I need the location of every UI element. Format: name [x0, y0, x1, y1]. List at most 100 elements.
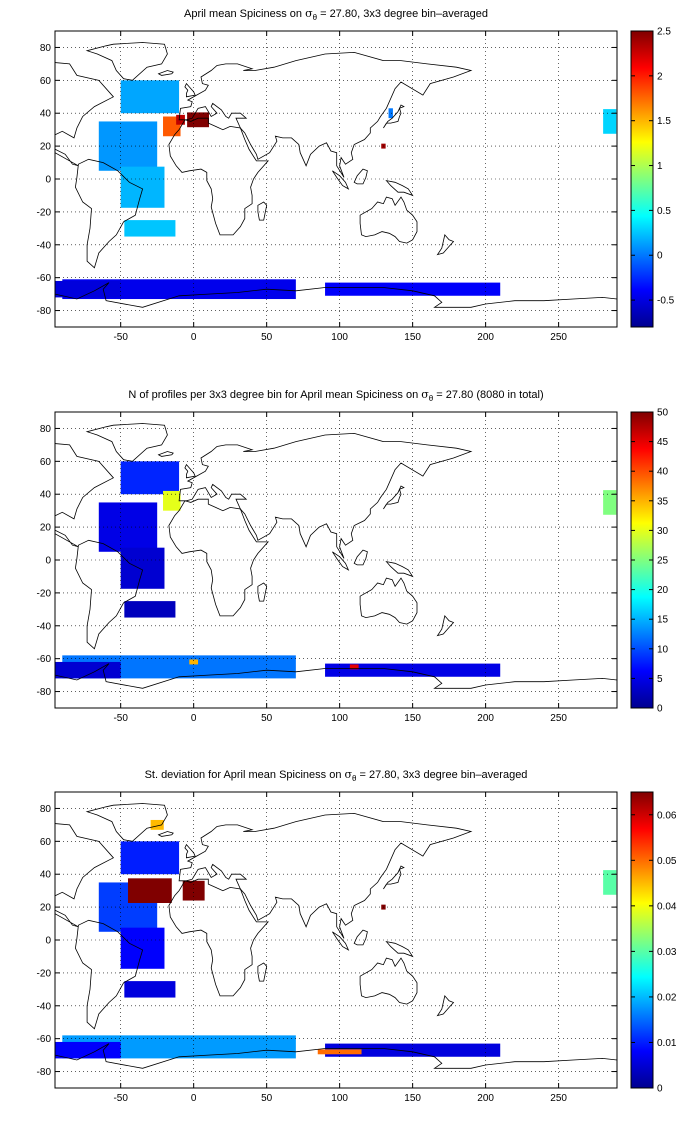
coastline [385, 179, 414, 197]
x-tick-label: 0 [191, 713, 197, 724]
y-tick-label: -40 [37, 240, 52, 251]
x-tick-label: 250 [550, 713, 567, 724]
coastline [257, 201, 268, 221]
coastline [74, 539, 144, 650]
coastline [184, 463, 196, 479]
colorbar-tick-label: 50 [657, 408, 669, 419]
y-tick-label: 80 [40, 804, 52, 815]
chart-title: N of profiles per 3x3 degree bin for Apr… [128, 388, 543, 403]
data-cell [325, 282, 501, 296]
x-tick-label: 200 [477, 713, 494, 724]
y-tick-label: 80 [40, 43, 52, 54]
colorbar [630, 791, 654, 1089]
chart-title: April mean Spiciness on σθ = 27.80, 3x3 … [184, 7, 488, 22]
data-cell [120, 841, 180, 875]
data-cell [603, 870, 617, 895]
x-tick-label: 100 [331, 713, 348, 724]
colorbar-tick-label: 35 [657, 496, 669, 507]
colorbar-tick-label: 40 [657, 467, 669, 478]
colorbar-tick-label: 0.5 [657, 206, 671, 217]
coastline [168, 878, 269, 997]
y-tick-label: 40 [40, 490, 52, 501]
data-cell [120, 166, 165, 208]
coastline [157, 451, 174, 457]
y-tick-label: -20 [37, 588, 52, 599]
colorbar-tick-label: 0.05 [657, 856, 677, 867]
x-tick-label: 150 [404, 332, 421, 343]
coastline [178, 432, 473, 559]
data-cells [55, 80, 617, 300]
x-tick-label: 250 [550, 332, 567, 343]
coastline [257, 582, 268, 602]
map-panel-1: April mean Spiciness on σθ = 27.80, 3x3 … [37, 7, 675, 343]
colorbar-tick-label: 25 [657, 556, 669, 567]
x-tick-label: -50 [113, 713, 128, 724]
y-tick-label: -80 [37, 687, 52, 698]
data-cell [317, 1049, 362, 1055]
coastline [74, 158, 144, 269]
x-tick-label: 50 [261, 713, 273, 724]
colorbar-tick-label: 1 [657, 161, 663, 172]
y-tick-label: -80 [37, 306, 52, 317]
coastline [332, 170, 350, 190]
coastline [184, 843, 196, 859]
y-tick-label: 0 [45, 175, 51, 186]
x-tick-label: 150 [404, 713, 421, 724]
data-cell [120, 461, 180, 495]
colorbar-tick-label: 10 [657, 644, 669, 655]
x-tick-label: 50 [261, 332, 273, 343]
coastline [257, 962, 268, 982]
y-tick-label: 80 [40, 424, 52, 435]
coastlines [55, 42, 617, 327]
coastline [353, 929, 368, 946]
coastline [55, 62, 115, 167]
y-tick-label: -60 [37, 1034, 52, 1045]
x-tick-label: 0 [191, 332, 197, 343]
y-tick-label: 0 [45, 936, 51, 947]
coastline [85, 423, 168, 462]
y-tick-label: 20 [40, 142, 52, 153]
y-tick-label: 60 [40, 76, 52, 87]
coastline [85, 803, 168, 842]
y-tick-label: 20 [40, 523, 52, 534]
coastline [168, 498, 269, 617]
coastline [178, 51, 473, 178]
coastline [178, 812, 473, 939]
data-cell [120, 927, 165, 969]
y-tick-label: 40 [40, 870, 52, 881]
colorbar-tick-label: 5 [657, 674, 663, 685]
data-cell [603, 109, 617, 134]
coastline [383, 865, 405, 890]
y-tick-label: 60 [40, 837, 52, 848]
colorbar-tick-label: 15 [657, 615, 669, 626]
chart-title: St. deviation for April mean Spiciness o… [145, 768, 528, 783]
colorbar-tick-label: 0.02 [657, 992, 677, 1003]
y-tick-label: -60 [37, 654, 52, 665]
coastline [436, 615, 455, 637]
colorbar-tick-label: 2 [657, 71, 663, 82]
x-tick-label: 200 [477, 332, 494, 343]
coastline [332, 551, 350, 571]
coastline [359, 196, 418, 244]
x-tick-label: 0 [191, 1093, 197, 1104]
colorbar-tick-label: 0.03 [657, 947, 677, 958]
data-cell [124, 220, 176, 237]
y-tick-label: 60 [40, 457, 52, 468]
coastline [385, 560, 414, 578]
x-tick-label: 50 [261, 1093, 273, 1104]
x-tick-label: 150 [404, 1093, 421, 1104]
data-cell [325, 1043, 501, 1057]
data-cell [388, 108, 393, 119]
y-tick-label: 0 [45, 556, 51, 567]
colorbar-tick-label: 0 [657, 1084, 663, 1095]
x-tick-label: 100 [331, 1093, 348, 1104]
data-cell [163, 490, 181, 511]
coastline [332, 931, 350, 951]
coastlines [55, 423, 617, 708]
data-cell [349, 664, 359, 670]
colorbar-tick-label: 0.04 [657, 901, 677, 912]
colorbar-tick-label: 45 [657, 437, 669, 448]
x-tick-label: 100 [331, 332, 348, 343]
